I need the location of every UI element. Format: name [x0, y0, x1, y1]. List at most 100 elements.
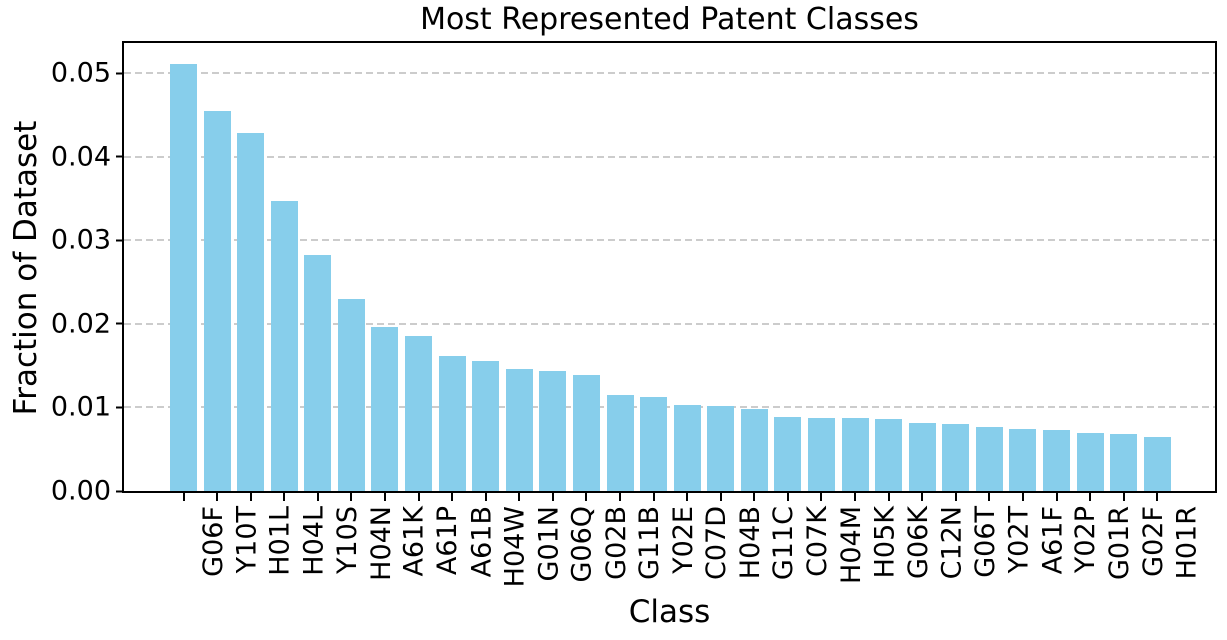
y-tick-label: 0.05 [50, 57, 111, 89]
bar-C12N [908, 423, 936, 491]
x-tick-H04W: H04W [472, 493, 531, 598]
x-tick-G06F: G06F [170, 493, 229, 598]
x-tick-mark [887, 493, 890, 501]
y-axis-label: Fraction of Dataset [8, 120, 44, 416]
y-tick-mark [116, 155, 124, 158]
x-tick-mark [316, 493, 319, 501]
bar-G01R [1076, 432, 1104, 491]
y-tick-mark [116, 72, 124, 75]
x-tick-mark [518, 493, 521, 501]
x-tick-G11C: G11C [741, 493, 799, 598]
bar-G06F [170, 63, 197, 491]
x-tick-mark [1089, 493, 1092, 501]
bar-H04W [472, 361, 500, 491]
x-tick-mark [383, 493, 386, 501]
x-tick-G01N: G01N [506, 493, 564, 598]
x-tick-mark [182, 493, 185, 501]
x-tick-label: H01R [1171, 506, 1203, 580]
bar-H05K [841, 418, 869, 491]
x-tick-H04L: H04L [271, 493, 329, 598]
x-tick-mark [249, 493, 252, 501]
x-tick-Y02P: Y02P [1043, 493, 1102, 598]
y-tick-label: 0.00 [50, 475, 111, 507]
x-tick-H01R: H01R [1144, 493, 1202, 598]
y-tick-label: 0.03 [50, 224, 111, 256]
bar-G06T [942, 424, 970, 491]
x-tick-H05K: H05K [842, 493, 900, 598]
bar-Y02P [1043, 430, 1071, 491]
y-tick: 0.02 [51, 310, 124, 337]
bar-Y10S [304, 255, 332, 491]
bar-H04L [270, 200, 298, 491]
x-tick-A61F: A61F [1009, 493, 1068, 598]
bar-G11B [606, 394, 634, 491]
bar-G02B [572, 374, 600, 491]
bar-A61P [405, 335, 433, 491]
bar-C07K [774, 417, 802, 491]
x-tick-mark [484, 493, 487, 501]
x-tick-A61P: A61P [405, 493, 464, 598]
x-tick-mark [216, 493, 219, 501]
x-tick-mark [619, 493, 622, 501]
bar-A61K [371, 327, 399, 491]
x-tick-mark [1156, 493, 1159, 501]
gridline-0.05 [124, 72, 1215, 75]
x-tick-mark [652, 493, 655, 501]
x-tick-mark [350, 493, 353, 501]
x-tick-mark [719, 493, 722, 501]
x-tick-mark [1122, 493, 1125, 501]
x-tick-mark [551, 493, 554, 501]
x-tick-Y02T: Y02T [976, 493, 1034, 598]
x-tick-G01R: G01R [1077, 493, 1135, 598]
gridline-0.04 [124, 155, 1215, 158]
y-tick-mark [116, 239, 124, 242]
y-tick: 0.01 [51, 394, 124, 421]
x-axis-label: Class [628, 594, 711, 630]
x-tick-H04M: H04M [808, 493, 866, 598]
x-tick-G11B: G11B [607, 493, 665, 598]
y-tick-mark [116, 322, 124, 325]
x-tick-mark [786, 493, 789, 501]
bar-Y02E [640, 396, 668, 491]
x-tick-Y10T: Y10T [204, 493, 262, 598]
x-tick-mark [1021, 493, 1024, 501]
x-tick-mark [854, 493, 857, 501]
x-tick-A61K: A61K [371, 493, 430, 598]
bar-G06Q [539, 371, 567, 491]
x-tick-H04B: H04B [707, 493, 766, 598]
bar-H04B [707, 405, 735, 491]
x-tick-G02B: G02B [573, 493, 631, 598]
x-tick-mark [585, 493, 588, 501]
x-tick-mark [451, 493, 454, 501]
x-tick-C07D: C07D [674, 493, 732, 598]
y-tick-mark [116, 406, 124, 409]
y-tick-label: 0.04 [50, 141, 111, 173]
x-tick-mark [417, 493, 420, 501]
x-tick-G06Q: G06Q [539, 493, 598, 598]
y-tick: 0.00 [51, 478, 124, 505]
y-tick-label: 0.02 [50, 308, 111, 340]
x-tick-G06T: G06T [942, 493, 1001, 598]
bars [124, 43, 1215, 491]
x-tick-H01L: H01L [237, 493, 296, 598]
bar-H04M [807, 418, 835, 491]
chart-title: Most Represented Patent Classes [420, 2, 919, 37]
plot-area: 0.00 0.01 0.02 0.03 0.04 0.05 [51, 41, 1217, 505]
x-tick-mark [954, 493, 957, 501]
x-tick-mark [921, 493, 924, 501]
bar-Y10T [203, 110, 231, 491]
y-tick: 0.03 [51, 227, 124, 254]
x-tick-Y02E: Y02E [640, 493, 699, 598]
gridline-0.01 [124, 406, 1215, 409]
x-tick-mark [753, 493, 756, 501]
y-tick-mark [116, 490, 124, 492]
bar-H01L [237, 133, 265, 491]
bar-H04N [337, 298, 365, 491]
x-tick-Y10S: Y10S [304, 493, 363, 598]
gridline-0.03 [124, 239, 1215, 242]
x-tick-C07K: C07K [774, 493, 833, 598]
y-tick: 0.05 [51, 60, 124, 87]
x-ticks: G06F Y10T H01L H04L Y10S H04N A61K A61P A61B H04W… [124, 493, 1215, 598]
bar-A61F [1009, 429, 1037, 491]
